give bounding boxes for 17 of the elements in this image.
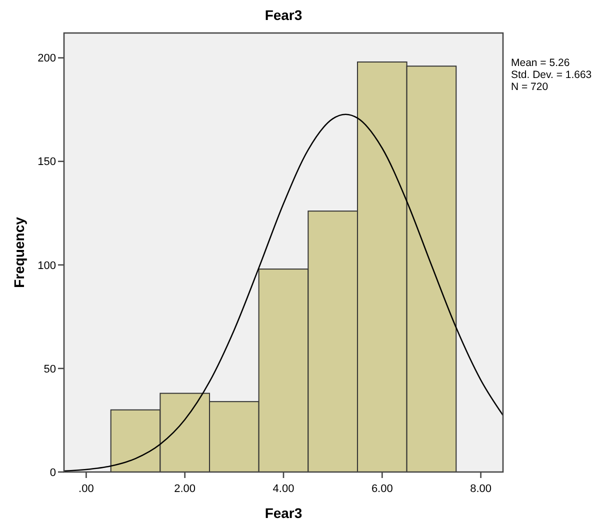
text: N = 720 bbox=[511, 81, 548, 93]
y-axis-title: Frequency bbox=[11, 216, 27, 288]
x-tick-label: 4.00 bbox=[272, 483, 294, 495]
text: Mean = 5.26 bbox=[511, 57, 570, 69]
line-series bbox=[64, 114, 503, 472]
x-tick-label: .00 bbox=[78, 483, 94, 495]
y-tick-label: 50 bbox=[44, 363, 56, 376]
x-tick-label: 8.00 bbox=[470, 483, 492, 495]
y-tick-label: 150 bbox=[38, 156, 56, 168]
x-tick-label: 6.00 bbox=[371, 483, 393, 495]
x-axis-title: Fear3 bbox=[264, 505, 302, 521]
y-tick-label: 200 bbox=[38, 52, 56, 65]
y-tick-label: 100 bbox=[38, 260, 56, 272]
text: Std. Dev. = 1.663 bbox=[511, 69, 592, 81]
y-tick-label: 0 bbox=[50, 466, 56, 479]
chart-title: Fear3 bbox=[264, 7, 302, 23]
x-tick-label: 2.00 bbox=[174, 483, 196, 495]
